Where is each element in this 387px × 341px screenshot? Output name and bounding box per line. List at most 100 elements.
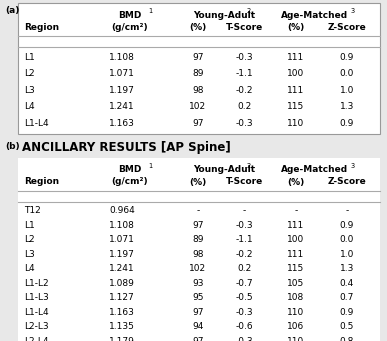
Text: -0.6: -0.6 — [235, 322, 253, 331]
Text: 110: 110 — [288, 308, 305, 317]
Text: 0.2: 0.2 — [237, 264, 251, 273]
Text: 1.3: 1.3 — [340, 102, 354, 111]
Text: (%): (%) — [288, 178, 305, 187]
Text: 105: 105 — [288, 279, 305, 288]
Text: 1.163: 1.163 — [109, 308, 135, 317]
Text: 1.127: 1.127 — [109, 293, 135, 302]
Text: 89: 89 — [192, 235, 204, 244]
Text: -0.2: -0.2 — [235, 86, 253, 95]
Text: 94: 94 — [192, 322, 204, 331]
Text: L2-L3: L2-L3 — [24, 322, 49, 331]
Text: -: - — [295, 206, 298, 215]
Text: 0.9: 0.9 — [340, 308, 354, 317]
Text: -0.3: -0.3 — [235, 337, 253, 341]
Text: 0.964: 0.964 — [109, 206, 135, 215]
Text: L2: L2 — [24, 235, 34, 244]
Text: 0.5: 0.5 — [340, 322, 354, 331]
Text: 1: 1 — [148, 8, 152, 14]
Text: BMD: BMD — [118, 11, 142, 20]
Text: L4: L4 — [24, 264, 34, 273]
Text: 110: 110 — [288, 119, 305, 128]
Text: 108: 108 — [288, 293, 305, 302]
Text: Young-Adult: Young-Adult — [193, 165, 255, 175]
Text: (g/cm²): (g/cm²) — [112, 178, 148, 187]
Text: 1: 1 — [148, 163, 152, 168]
Text: L1-L3: L1-L3 — [24, 293, 49, 302]
Text: Region: Region — [24, 23, 59, 32]
Text: 97: 97 — [192, 308, 204, 317]
Text: Young-Adult: Young-Adult — [193, 11, 255, 20]
Text: (%): (%) — [189, 178, 207, 187]
Text: 115: 115 — [288, 264, 305, 273]
Text: 1.179: 1.179 — [109, 337, 135, 341]
Text: L1: L1 — [24, 53, 35, 62]
Text: 111: 111 — [288, 53, 305, 62]
Text: 0.9: 0.9 — [340, 221, 354, 230]
Text: 97: 97 — [192, 53, 204, 62]
Text: 1.241: 1.241 — [109, 264, 135, 273]
Text: L3: L3 — [24, 250, 35, 259]
Text: 1.108: 1.108 — [109, 53, 135, 62]
Text: -0.3: -0.3 — [235, 308, 253, 317]
Text: 1.163: 1.163 — [109, 119, 135, 128]
Text: 98: 98 — [192, 250, 204, 259]
Bar — [18, 3, 380, 133]
Text: 1.135: 1.135 — [109, 322, 135, 331]
Text: Age-Matched: Age-Matched — [281, 11, 349, 20]
Text: 95: 95 — [192, 293, 204, 302]
Text: (%): (%) — [189, 23, 207, 32]
Text: Z-Score: Z-Score — [328, 23, 366, 32]
Text: -0.3: -0.3 — [235, 119, 253, 128]
Text: -: - — [196, 206, 200, 215]
Text: 1.0: 1.0 — [340, 250, 354, 259]
Text: 102: 102 — [190, 102, 207, 111]
Text: L1: L1 — [24, 221, 35, 230]
Text: -0.7: -0.7 — [235, 279, 253, 288]
Text: Age-Matched: Age-Matched — [281, 165, 349, 175]
Text: Z-Score: Z-Score — [328, 178, 366, 187]
Text: -: - — [242, 206, 246, 215]
Text: T-Score: T-Score — [225, 23, 263, 32]
Text: 2: 2 — [247, 163, 251, 168]
Text: 110: 110 — [288, 337, 305, 341]
Text: (b): (b) — [5, 142, 20, 150]
Text: 0.4: 0.4 — [340, 279, 354, 288]
Text: 0.8: 0.8 — [340, 337, 354, 341]
Text: 111: 111 — [288, 221, 305, 230]
Text: 1.197: 1.197 — [109, 250, 135, 259]
Text: Region: Region — [24, 178, 59, 187]
Text: 100: 100 — [288, 235, 305, 244]
Text: 3: 3 — [351, 8, 355, 14]
Text: L4: L4 — [24, 102, 34, 111]
Text: (g/cm²): (g/cm²) — [112, 23, 148, 32]
Text: 1.108: 1.108 — [109, 221, 135, 230]
Text: -0.3: -0.3 — [235, 221, 253, 230]
Text: 102: 102 — [190, 264, 207, 273]
Text: T12: T12 — [24, 206, 41, 215]
Text: 98: 98 — [192, 86, 204, 95]
Text: 97: 97 — [192, 119, 204, 128]
Text: 1.0: 1.0 — [340, 86, 354, 95]
Text: 2: 2 — [247, 8, 251, 14]
Text: 111: 111 — [288, 250, 305, 259]
Text: ANCILLARY RESULTS [AP Spine]: ANCILLARY RESULTS [AP Spine] — [22, 142, 231, 154]
Text: 0.7: 0.7 — [340, 293, 354, 302]
Text: 1.071: 1.071 — [109, 235, 135, 244]
Text: 100: 100 — [288, 69, 305, 78]
Text: 97: 97 — [192, 337, 204, 341]
Text: 1.197: 1.197 — [109, 86, 135, 95]
Text: (%): (%) — [288, 23, 305, 32]
Text: BMD: BMD — [118, 165, 142, 175]
Text: -1.1: -1.1 — [235, 69, 253, 78]
Text: 0.9: 0.9 — [340, 119, 354, 128]
Text: L1-L2: L1-L2 — [24, 279, 49, 288]
Text: 3: 3 — [351, 163, 355, 168]
Text: 1.3: 1.3 — [340, 264, 354, 273]
Text: -1.1: -1.1 — [235, 235, 253, 244]
Text: T-Score: T-Score — [225, 178, 263, 187]
Text: 106: 106 — [288, 322, 305, 331]
Text: -: - — [345, 206, 349, 215]
Text: (a): (a) — [5, 6, 19, 15]
Text: L1-L4: L1-L4 — [24, 308, 49, 317]
Text: 0.2: 0.2 — [237, 102, 251, 111]
